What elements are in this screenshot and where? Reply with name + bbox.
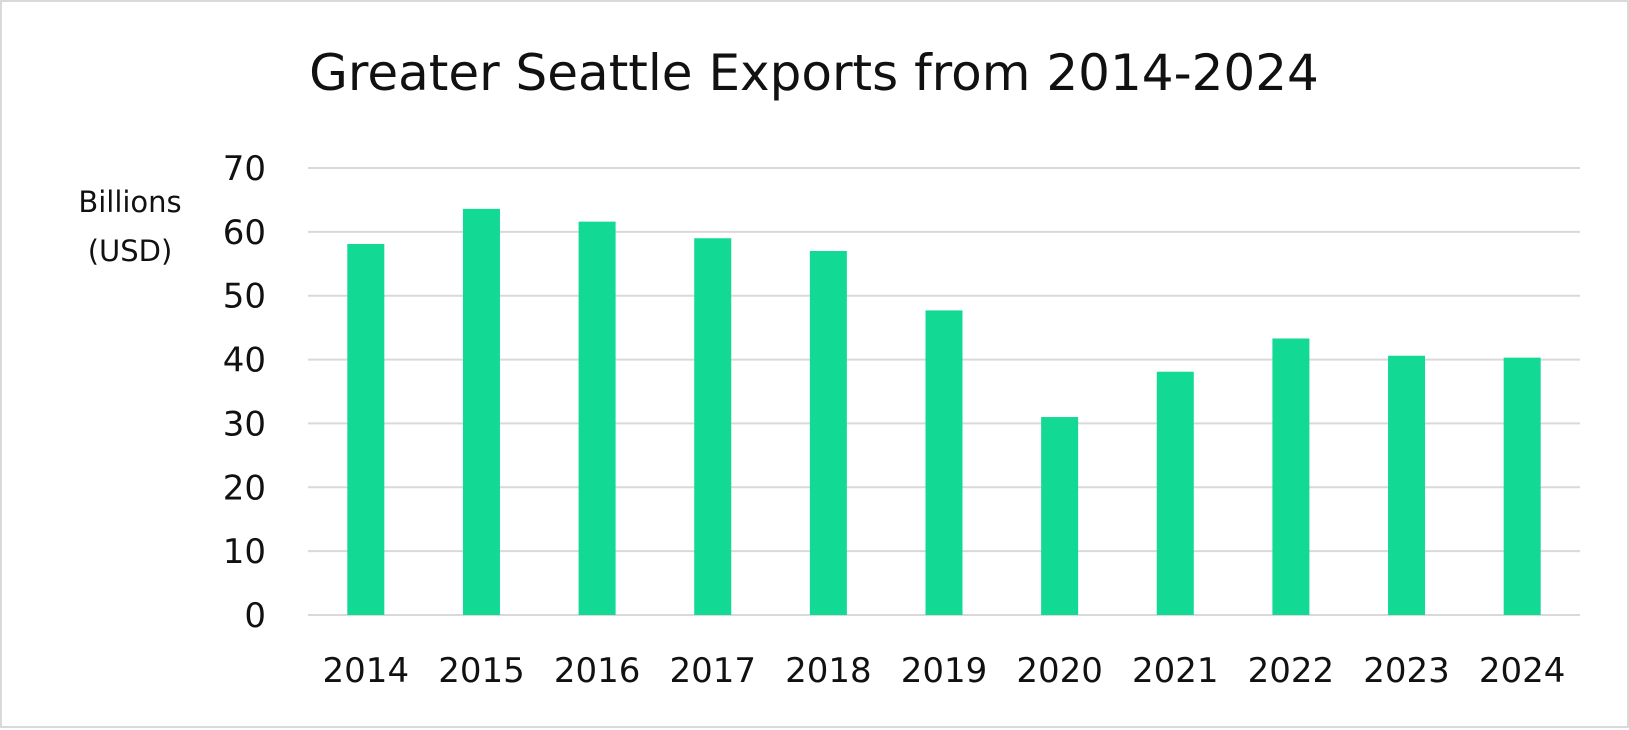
x-tick-label: 2023 xyxy=(1363,651,1450,691)
y-tick-label: 0 xyxy=(244,596,266,636)
y-tick-label: 30 xyxy=(223,404,266,444)
bar-2021 xyxy=(1156,371,1194,615)
x-tick-label: 2015 xyxy=(438,651,525,691)
y-tick-label: 20 xyxy=(223,468,266,508)
bar-2015 xyxy=(462,208,500,615)
x-tick-label: 2024 xyxy=(1479,651,1566,691)
y-tick-label: 60 xyxy=(223,213,266,253)
bar-2020 xyxy=(1041,417,1079,615)
x-tick-label: 2021 xyxy=(1132,651,1219,691)
x-tick-label: 2016 xyxy=(554,651,641,691)
x-axis-ticks: 2014 2015 2016 2017 2018 2019 2020 2021 2022 2023… xyxy=(323,651,1566,691)
y-axis-label-line-2: (USD) xyxy=(88,234,173,268)
x-tick-label: 2019 xyxy=(901,651,988,691)
bar-2018 xyxy=(809,251,847,615)
chart-title: Greater Seattle Exports from 2014-2024 xyxy=(309,44,1319,102)
bar-2023 xyxy=(1388,355,1426,615)
y-tick-label: 50 xyxy=(223,277,266,317)
x-tick-label: 2017 xyxy=(669,651,756,691)
bar-2017 xyxy=(694,238,732,615)
y-tick-label: 40 xyxy=(223,341,266,381)
bars xyxy=(347,208,1541,616)
x-tick-label: 2018 xyxy=(785,651,872,691)
y-tick-label: 10 xyxy=(223,532,266,572)
y-tick-label: 70 xyxy=(223,149,266,189)
x-tick-label: 2022 xyxy=(1248,651,1335,691)
bar-2016 xyxy=(578,221,616,615)
bar-2022 xyxy=(1272,338,1310,615)
bar-2014 xyxy=(347,243,385,616)
y-axis-label-line-1: Billions xyxy=(78,185,181,219)
bar-2019 xyxy=(925,310,963,615)
x-tick-label: 2020 xyxy=(1016,651,1103,691)
x-tick-label: 2014 xyxy=(323,651,410,691)
y-axis-ticks: 0 10 20 30 40 50 60 70 xyxy=(223,149,266,636)
bar-2024 xyxy=(1503,357,1541,615)
